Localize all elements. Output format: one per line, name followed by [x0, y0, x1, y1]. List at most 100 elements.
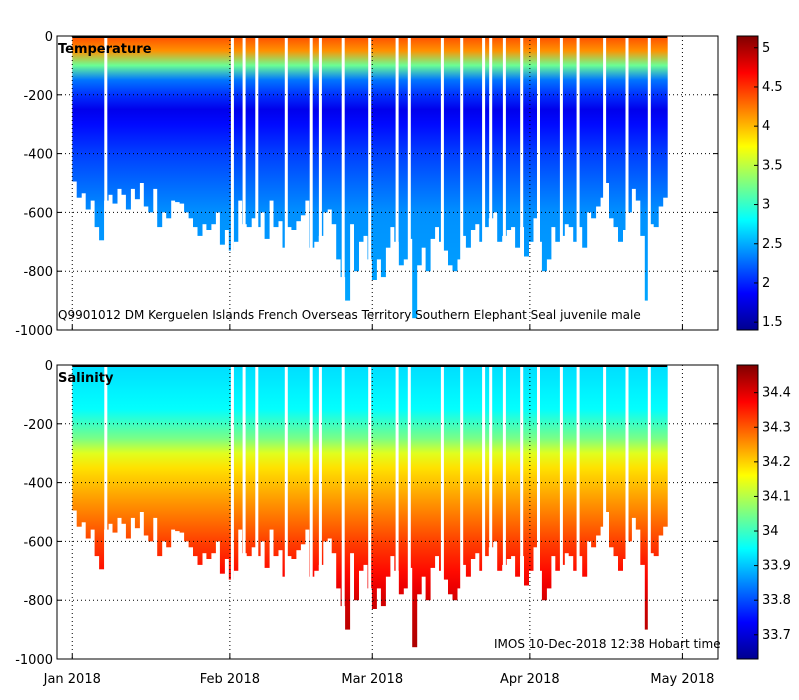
profile-column	[233, 365, 239, 571]
profile-column	[533, 365, 538, 548]
data-gap	[670, 365, 674, 659]
profile-column	[327, 365, 333, 539]
profile-column	[371, 365, 377, 609]
data-gap	[309, 365, 313, 659]
profile-column	[456, 36, 462, 260]
profile-column	[479, 365, 485, 571]
profile-column	[117, 365, 122, 518]
profile-column	[202, 36, 207, 225]
data-gap	[460, 36, 464, 330]
profile-column	[492, 365, 498, 542]
data-gap	[230, 365, 234, 659]
data-gap	[341, 365, 345, 659]
profile-column	[246, 365, 252, 557]
colorbar-tick-label: 34.1	[762, 489, 791, 504]
salinity-grid	[57, 365, 718, 659]
profile-column	[313, 365, 319, 571]
profile-column	[210, 36, 216, 225]
profile-column	[81, 36, 87, 194]
profile-column	[376, 36, 382, 260]
temperature-title: Temperature	[58, 42, 152, 57]
salinity-annotation: IMOS 10-Dec-2018 12:38 Hobart time	[494, 637, 721, 651]
x-tick-label: Mar 2018	[341, 672, 403, 687]
profile-column	[591, 365, 597, 548]
profile-column	[649, 365, 655, 554]
profile-column	[72, 36, 78, 182]
y-tick-label: -800	[23, 594, 53, 609]
temperature-y-axis: 0 -200 -400 -600 -800 -1000	[15, 30, 718, 339]
profile-column	[287, 36, 292, 228]
data-gap	[520, 36, 524, 330]
profile-column	[443, 365, 449, 580]
data-gap	[489, 365, 493, 659]
profile-column	[148, 365, 154, 542]
y-tick-label: -200	[23, 89, 53, 104]
profile-column	[197, 365, 203, 565]
data-gap	[502, 36, 506, 330]
profile-column	[345, 36, 351, 301]
profile-column	[300, 36, 306, 216]
profile-column	[653, 36, 659, 228]
x-tick-label: Apr 2018	[500, 672, 560, 687]
profile-column	[474, 365, 480, 554]
profile-column	[148, 36, 154, 213]
profile-column	[139, 36, 145, 183]
profile-column	[143, 365, 149, 536]
data-gap	[255, 365, 259, 659]
salinity-plot-frame	[56, 364, 719, 660]
colorbar-tick-label: 2.5	[762, 237, 783, 252]
data-gap	[603, 365, 607, 659]
profile-column	[421, 36, 427, 248]
profile-column	[184, 365, 190, 542]
profile-column	[99, 36, 105, 241]
profile-column	[506, 36, 512, 230]
profile-column	[653, 365, 659, 557]
profile-column	[215, 365, 221, 542]
profile-column	[456, 365, 462, 589]
profile-column	[90, 365, 96, 530]
profile-column	[550, 36, 556, 228]
profile-column	[398, 365, 404, 595]
profile-column	[635, 365, 641, 530]
colorbar-tick-label: 4.5	[762, 80, 783, 95]
profile-column	[112, 36, 118, 204]
data-gap	[482, 36, 486, 330]
profile-column	[287, 365, 292, 557]
profile-column	[577, 36, 583, 228]
data-gap	[681, 36, 685, 330]
y-tick-label: -200	[23, 418, 53, 433]
profile-column	[72, 365, 78, 511]
profile-column	[349, 365, 355, 554]
profile-column	[416, 36, 422, 266]
profile-column	[130, 36, 136, 189]
data-gap	[368, 365, 372, 659]
profile-column	[130, 365, 136, 518]
profile-column	[626, 365, 632, 542]
profile-column	[604, 36, 610, 183]
profile-column	[635, 36, 641, 201]
colorbar-tick-label: 33.7	[762, 628, 791, 643]
profile-column	[546, 36, 552, 260]
profile-column	[121, 365, 127, 524]
profile-column	[591, 36, 597, 219]
data-gap	[681, 365, 685, 659]
profile-column	[470, 36, 476, 230]
profile-column	[322, 365, 328, 542]
profile-column	[76, 365, 82, 527]
data-gap	[647, 365, 651, 659]
temperature-annotation: Q9901012 DM Kerguelen Islands French Ove…	[58, 308, 641, 322]
data-gap	[603, 36, 607, 330]
profile-column	[461, 36, 467, 236]
profile-column	[363, 36, 368, 236]
profile-column	[349, 36, 355, 225]
salinity-y-axis: 0 -200 -400 -600 -800 -1000	[15, 359, 718, 668]
colorbar-tick-label: 4	[762, 119, 770, 134]
data-gap	[341, 36, 345, 330]
profile-column	[371, 36, 377, 280]
profile-column	[622, 36, 628, 230]
data-gap	[318, 365, 322, 659]
temperature-grid	[57, 36, 718, 330]
data-gap	[284, 365, 288, 659]
profile-column	[134, 36, 140, 200]
